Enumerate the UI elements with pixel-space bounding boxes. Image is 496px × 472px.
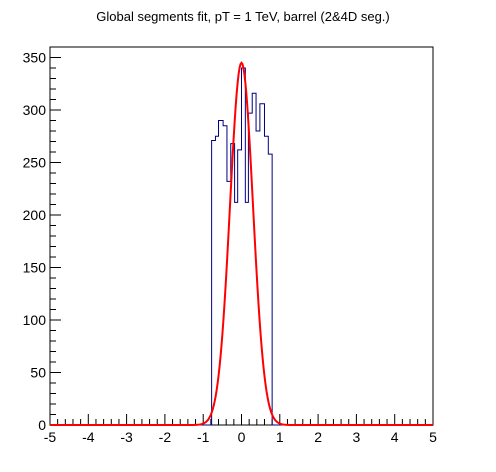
x-tick-label: -5 (44, 429, 57, 445)
gaussian-fit-curve (50, 61, 433, 426)
x-tick-label: 2 (314, 429, 322, 445)
x-tick-label: 0 (238, 429, 246, 445)
y-tick-label: 100 (23, 312, 47, 328)
x-tick-label: -3 (120, 429, 133, 445)
x-tick-labels: -5 -4 -3 -2 -1 0 1 2 3 4 5 (44, 429, 437, 445)
y-tick-label: 350 (23, 50, 47, 66)
x-tick-label: 5 (429, 429, 437, 445)
x-tick-label: -2 (159, 429, 172, 445)
y-tick-label: 250 (23, 155, 47, 171)
y-tick-label: 50 (30, 365, 46, 381)
y-tick-label: 200 (23, 207, 47, 223)
y-tick-label: 0 (38, 417, 46, 433)
chart-title: Global segments fit, pT = 1 TeV, barrel … (96, 9, 390, 24)
x-tick-label: 3 (353, 429, 361, 445)
x-tick-label: -1 (197, 429, 210, 445)
y-tick-labels: 0 50 100 150 200 250 300 350 (23, 50, 47, 434)
y-tick-label: 150 (23, 260, 47, 276)
y-tick-label: 300 (23, 102, 47, 118)
x-tick-label: -4 (82, 429, 95, 445)
histogram-outline (50, 67, 433, 426)
x-tick-label: 4 (391, 429, 399, 445)
x-tick-label: 1 (276, 429, 284, 445)
